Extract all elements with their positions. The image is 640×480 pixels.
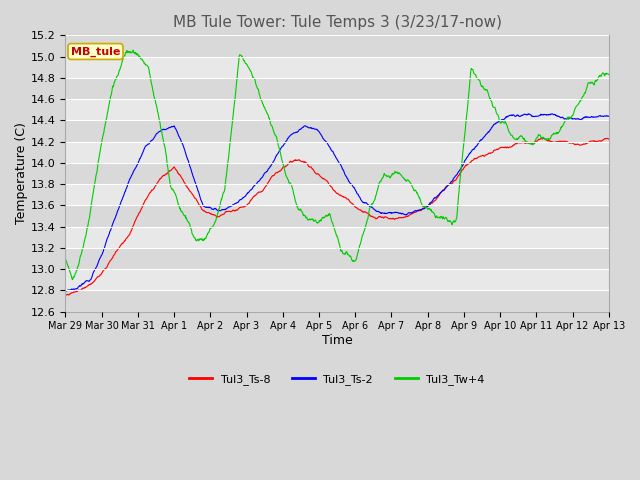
Legend: Tul3_Ts-8, Tul3_Ts-2, Tul3_Tw+4: Tul3_Ts-8, Tul3_Ts-2, Tul3_Tw+4	[185, 369, 489, 389]
Tul3_Ts-8	[538, 135, 545, 141]
Line: Tul3_Tw+4: Tul3_Tw+4	[65, 50, 609, 279]
Bar	[65, 163, 609, 184]
Tul3_Ts-8	[422, 204, 429, 210]
Bar	[65, 290, 609, 312]
Tul3_Ts-8	[541, 136, 548, 142]
Tul3_Tw+4	[129, 48, 137, 53]
Tul3_Ts-8	[169, 166, 177, 171]
Bar	[65, 78, 609, 99]
Tul3_Ts-2	[62, 288, 70, 294]
Line: Tul3_Ts-2: Tul3_Ts-2	[65, 114, 609, 291]
Tul3_Tw+4	[61, 256, 69, 262]
Tul3_Ts-2	[422, 204, 429, 210]
Bar	[65, 120, 609, 142]
Tul3_Ts-8	[182, 183, 190, 189]
Tul3_Ts-2	[61, 288, 69, 294]
Tul3_Ts-2	[170, 123, 177, 129]
Tul3_Ts-2	[605, 113, 612, 119]
Tul3_Ts-8	[493, 147, 500, 153]
Bar	[65, 205, 609, 227]
Tul3_Ts-8	[61, 293, 69, 299]
Line: Tul3_Ts-8: Tul3_Ts-8	[65, 138, 609, 296]
Tul3_Tw+4	[541, 136, 549, 142]
Tul3_Tw+4	[605, 72, 612, 77]
Tul3_Tw+4	[493, 111, 501, 117]
Tul3_Tw+4	[68, 276, 76, 282]
Tul3_Ts-2	[244, 191, 252, 196]
Tul3_Ts-2	[541, 112, 549, 118]
Tul3_Ts-2	[493, 120, 500, 126]
Tul3_Tw+4	[183, 216, 191, 222]
Text: MB_tule: MB_tule	[71, 47, 120, 57]
Bar	[65, 36, 609, 57]
Tul3_Ts-8	[605, 136, 612, 142]
X-axis label: Time: Time	[322, 334, 353, 347]
Tul3_Ts-2	[183, 154, 191, 160]
Y-axis label: Temperature (C): Temperature (C)	[15, 122, 28, 225]
Tul3_Tw+4	[422, 204, 430, 210]
Tul3_Ts-2	[525, 111, 532, 117]
Tul3_Tw+4	[244, 63, 252, 69]
Tul3_Ts-8	[243, 202, 251, 207]
Title: MB Tule Tower: Tule Temps 3 (3/23/17-now): MB Tule Tower: Tule Temps 3 (3/23/17-now…	[173, 15, 502, 30]
Tul3_Tw+4	[170, 188, 178, 193]
Bar	[65, 248, 609, 269]
